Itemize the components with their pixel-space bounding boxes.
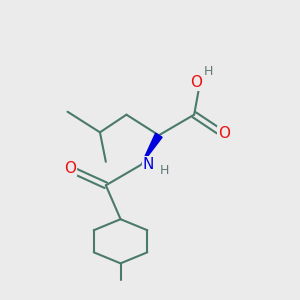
Text: N: N bbox=[143, 157, 154, 172]
Text: H: H bbox=[159, 164, 169, 176]
Text: O: O bbox=[64, 161, 76, 176]
Text: O: O bbox=[190, 75, 202, 90]
Polygon shape bbox=[141, 133, 162, 165]
Text: H: H bbox=[204, 64, 214, 78]
Text: O: O bbox=[218, 126, 230, 141]
